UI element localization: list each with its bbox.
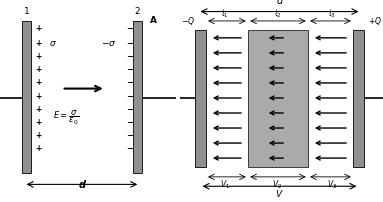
- Bar: [133, 21, 142, 173]
- Text: $V_1$: $V_1$: [219, 179, 230, 191]
- Text: +: +: [35, 65, 41, 74]
- Text: $+Q$: $+Q$: [368, 15, 382, 27]
- Text: +: +: [35, 118, 41, 127]
- Text: $-\sigma$: $-\sigma$: [101, 39, 117, 48]
- Bar: [195, 30, 206, 167]
- Text: +: +: [35, 39, 41, 48]
- Text: +: +: [35, 105, 41, 114]
- Text: −: −: [126, 65, 133, 74]
- Text: $t_2$: $t_2$: [273, 7, 282, 20]
- Text: +: +: [35, 24, 41, 33]
- Text: $V_3$: $V_3$: [327, 179, 337, 191]
- Text: +: +: [35, 78, 41, 87]
- Bar: [353, 30, 364, 167]
- Bar: [248, 30, 308, 167]
- Text: −: −: [126, 52, 133, 61]
- Text: 2: 2: [134, 7, 140, 16]
- Text: +: +: [35, 92, 41, 101]
- Text: −: −: [126, 144, 133, 153]
- Text: +: +: [35, 131, 41, 140]
- Text: $t_1$: $t_1$: [221, 7, 229, 20]
- Text: −: −: [126, 24, 133, 33]
- Text: $V$: $V$: [275, 188, 284, 199]
- Text: $-Q$: $-Q$: [181, 15, 195, 27]
- Text: −: −: [126, 39, 133, 48]
- Bar: [21, 21, 31, 173]
- Text: −: −: [126, 118, 133, 127]
- Text: −: −: [126, 92, 133, 101]
- Text: A: A: [150, 16, 157, 25]
- Text: +: +: [35, 52, 41, 61]
- Text: d: d: [79, 180, 85, 190]
- Text: $V_2$: $V_2$: [272, 179, 283, 191]
- Text: −: −: [126, 78, 133, 87]
- Text: +: +: [35, 144, 41, 153]
- Text: −: −: [126, 105, 133, 114]
- Text: 1: 1: [23, 7, 29, 16]
- Text: $E=\dfrac{\sigma}{\varepsilon_0}$: $E=\dfrac{\sigma}{\varepsilon_0}$: [53, 109, 79, 127]
- Text: d: d: [277, 0, 283, 6]
- Text: −: −: [126, 131, 133, 140]
- Text: $t_3$: $t_3$: [328, 7, 336, 20]
- Text: $\sigma$: $\sigma$: [49, 39, 57, 48]
